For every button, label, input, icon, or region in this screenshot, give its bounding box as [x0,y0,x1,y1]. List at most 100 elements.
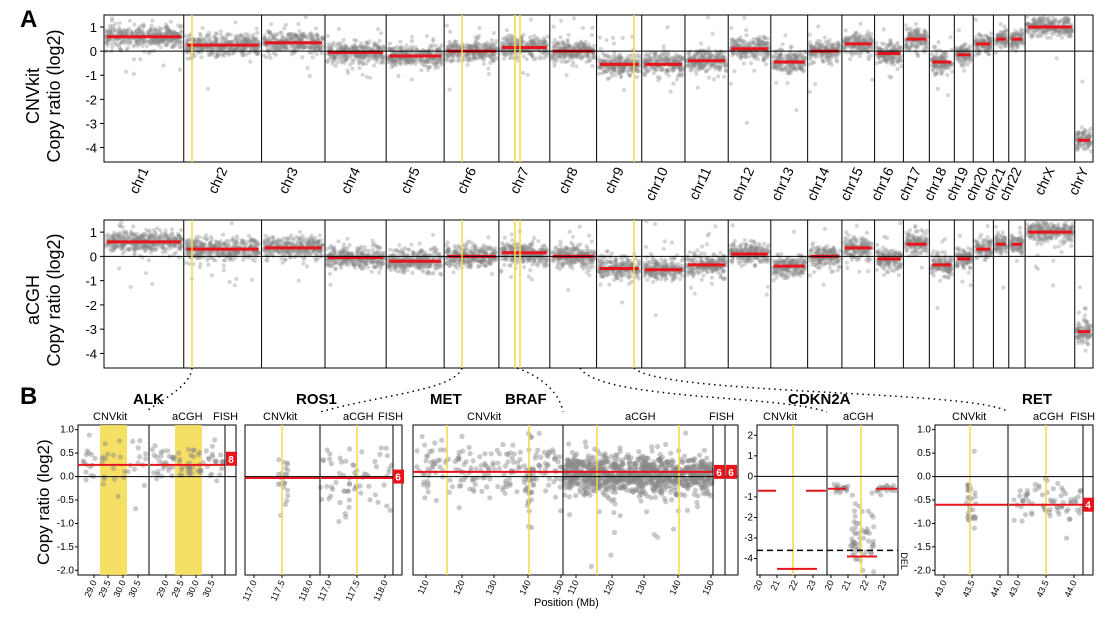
y-tick-label: -1 [85,68,97,83]
data-point [950,63,954,67]
data-point [799,50,803,54]
data-point [1038,21,1042,25]
data-point [1062,30,1066,34]
data-point [745,121,749,125]
data-point [559,19,563,23]
data-point [603,54,607,58]
data-point [787,71,791,75]
data-point [781,42,785,46]
data-point [774,81,778,85]
data-point [579,39,583,43]
data-point [960,64,964,68]
data-point [448,45,452,49]
data-point [666,57,670,61]
data-point [262,54,266,58]
data-point [915,33,919,37]
data-point [939,72,943,76]
data-point [794,108,798,112]
data-point [571,60,575,64]
data-point [652,55,656,59]
data-point [457,57,461,61]
data-point [688,65,692,69]
data-point [267,48,271,52]
data-point [842,45,846,49]
data-point [938,48,942,52]
y-tick-label: -3 [85,116,97,131]
data-point [891,59,895,63]
data-point [904,23,908,27]
data-point [350,67,354,71]
data-point [808,62,812,66]
data-point [922,49,926,53]
data-point [837,44,841,48]
data-point [359,41,363,45]
data-point [732,69,736,73]
data-point [673,56,677,60]
data-point [302,45,306,49]
data-point [238,39,242,43]
data-point [542,40,546,44]
data-point [621,36,625,40]
data-point [150,24,154,28]
data-point [346,68,350,72]
data-point [256,52,260,56]
data-point [812,60,816,64]
data-point [590,64,594,68]
data-point [379,61,383,65]
data-point [617,70,621,74]
data-point [948,35,952,39]
data-point [131,44,135,48]
data-point [374,60,378,64]
data-point [483,44,487,48]
data-point [889,75,893,79]
data-point [656,78,660,82]
data-point [711,31,715,35]
data-point [194,38,198,42]
data-point [559,60,563,64]
data-point [271,35,275,39]
data-point [766,37,770,41]
data-point [742,61,746,65]
data-point [366,59,370,63]
data-point [618,53,622,57]
data-point [565,73,569,77]
data-point [823,36,827,40]
data-point [661,68,665,72]
data-point [827,58,831,62]
data-point [445,59,449,63]
data-point [880,42,884,46]
data-point [271,49,275,53]
data-point [248,60,252,64]
data-point [161,64,165,68]
data-point [813,82,817,86]
data-point [219,29,223,33]
data-point [611,36,615,40]
data-point [739,54,743,58]
data-point [783,33,787,37]
data-point [241,53,245,57]
data-point [311,46,315,50]
data-point [1016,32,1020,36]
data-point [665,25,669,29]
data-point [799,64,803,68]
data-point [314,26,318,30]
data-point [424,59,428,63]
data-point [716,65,720,69]
chrom-label-chr2: chr2 [204,164,230,196]
data-point [894,42,898,46]
data-point [1075,134,1079,138]
data-point [392,47,396,51]
data-point [670,69,674,73]
data-point [304,15,308,19]
data-point [572,16,576,20]
data-point [661,55,665,59]
data-point [1041,15,1045,19]
data-point [164,43,168,47]
data-point [1080,79,1084,83]
data-point [410,39,414,43]
data-point [149,28,153,32]
data-point [597,59,601,63]
data-point [681,56,685,60]
data-point [474,40,478,44]
data-point [1063,20,1067,24]
